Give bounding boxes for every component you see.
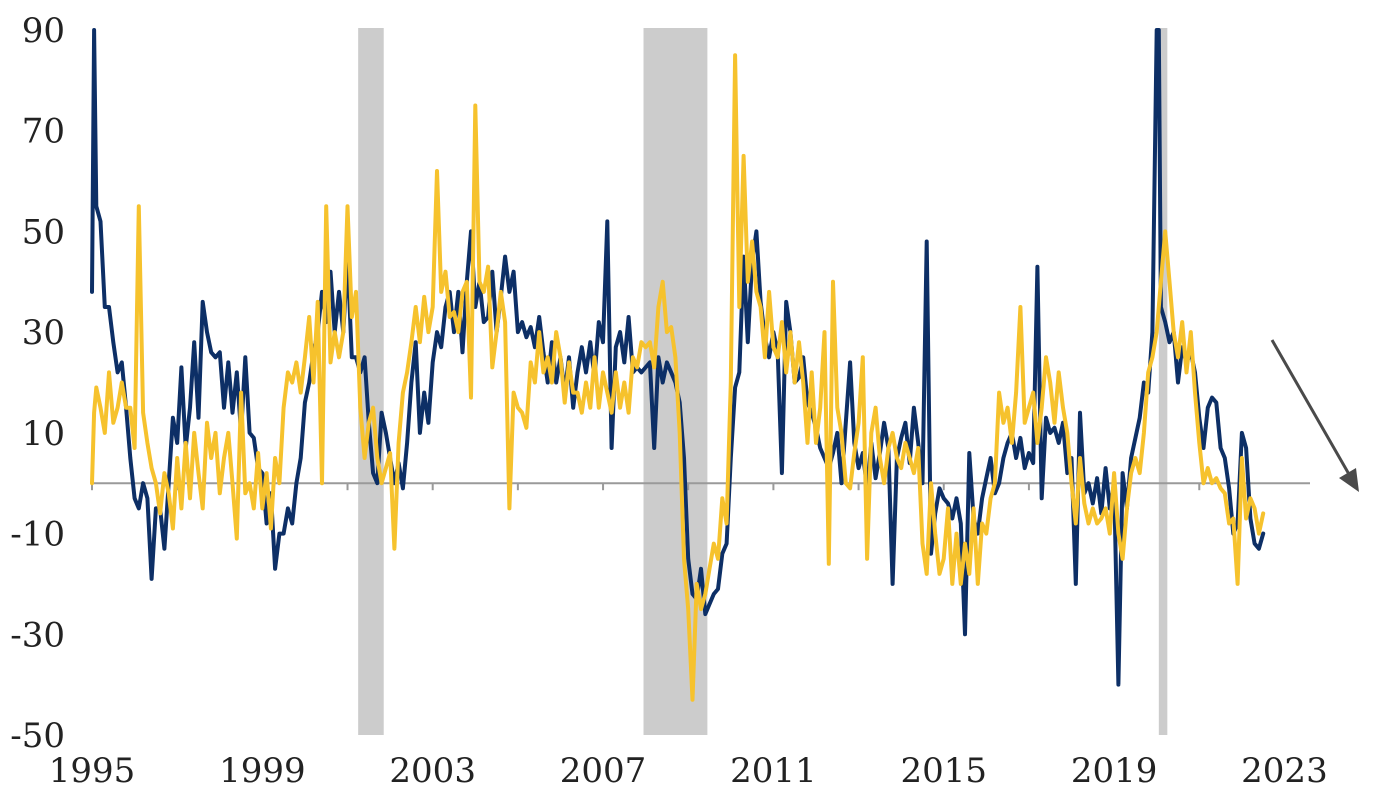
y-tick-label: -30 xyxy=(10,615,65,655)
x-tick-label: 2011 xyxy=(730,751,817,791)
y-tick-label: 70 xyxy=(22,112,65,152)
x-tick-label: 1995 xyxy=(49,751,136,791)
y-tick-label: 90 xyxy=(22,11,65,51)
x-tick-label: 2003 xyxy=(389,751,476,791)
recession-band-3 xyxy=(1158,28,1168,735)
recession-band-1 xyxy=(358,28,384,735)
y-tick-label: 50 xyxy=(22,212,65,252)
y-axis-tick-labels: 90 70 50 30 10 -10 -30 -50 xyxy=(10,11,65,756)
trend-arrow xyxy=(1270,339,1359,492)
trend-arrow-shaft xyxy=(1270,339,1352,477)
y-tick-label: -50 xyxy=(10,716,65,756)
series-group xyxy=(90,28,1266,702)
x-tick-label: 2019 xyxy=(1071,751,1158,791)
y-tick-label: 10 xyxy=(22,414,65,454)
trend-arrow-head xyxy=(1339,468,1359,492)
series-line-2 xyxy=(90,53,1266,702)
x-tick-label: 2007 xyxy=(560,751,647,791)
x-axis-tick-labels: 1995 1999 2003 2007 2011 2015 2019 2023 xyxy=(49,751,1328,791)
x-tick-label: 2023 xyxy=(1241,751,1328,791)
y-tick-label: 30 xyxy=(22,313,65,353)
recession-shading-group xyxy=(358,28,1168,735)
y-tick-label: -10 xyxy=(10,515,65,555)
x-tick-label: 1999 xyxy=(219,751,306,791)
x-tick-label: 2015 xyxy=(900,751,987,791)
